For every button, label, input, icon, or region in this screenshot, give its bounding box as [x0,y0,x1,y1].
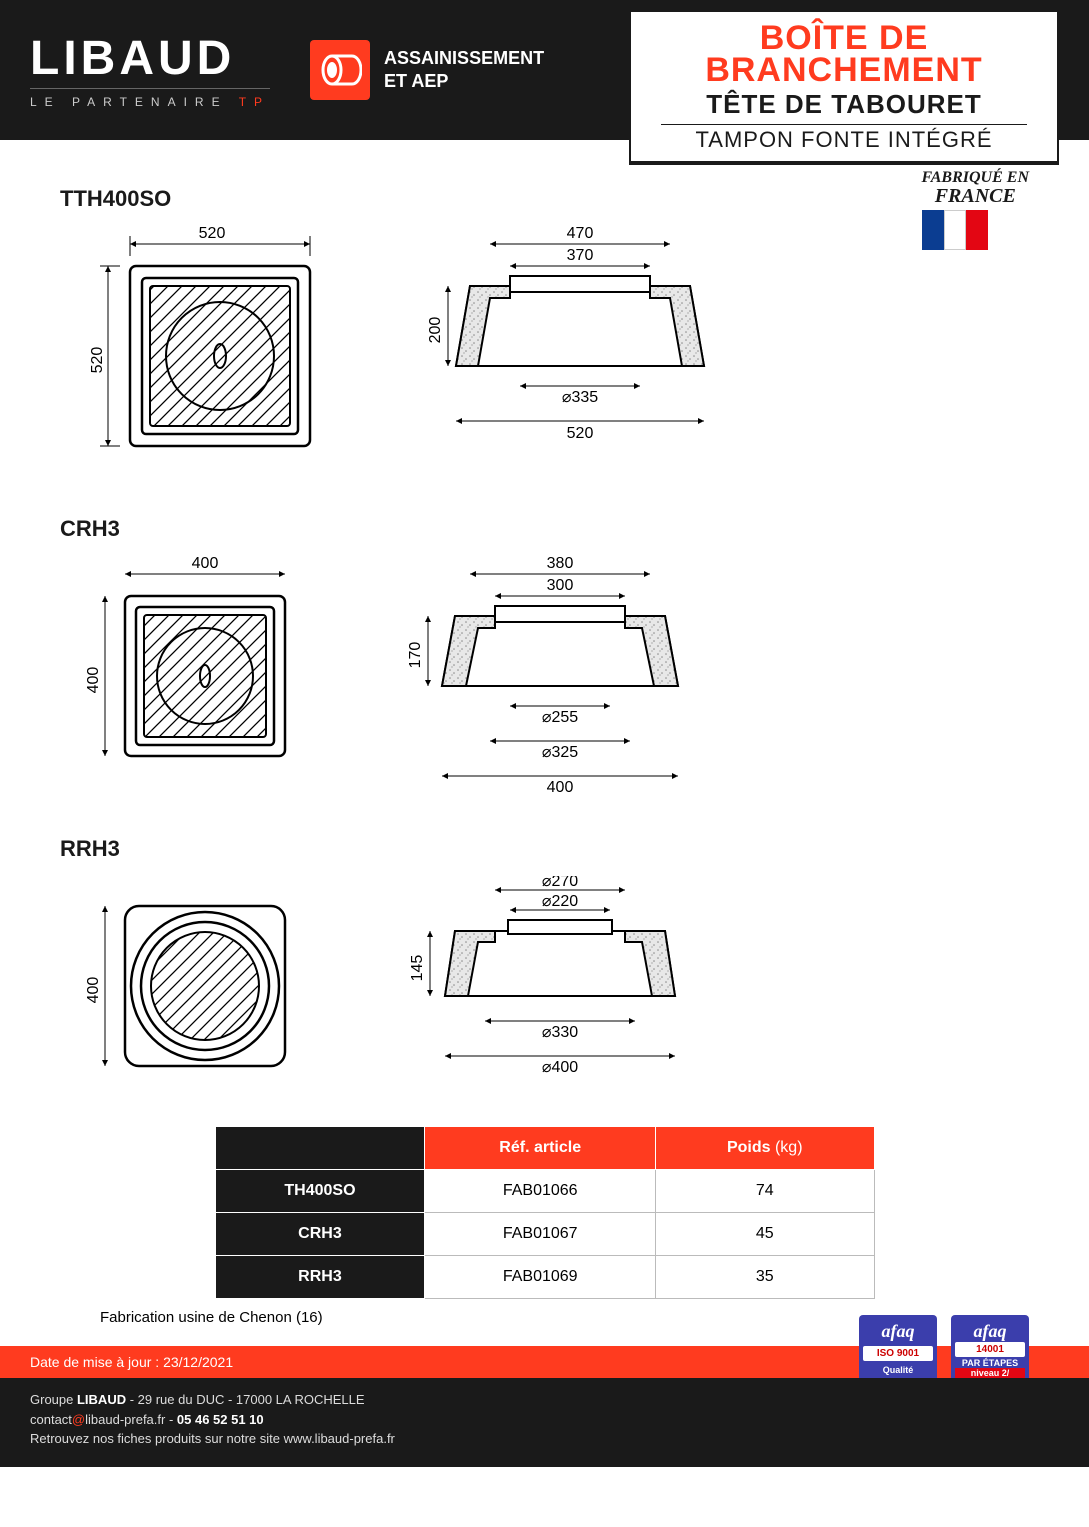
brand-logo: LIBAUD LE PARTENAIRE TP [30,31,270,109]
dim-label: 520 [199,226,226,242]
made-in-france-badge: FABRIQUÉ EN FRANCE [922,170,1029,250]
dim-label: ⌀330 [542,1024,578,1041]
col-ref: Réf. article [425,1127,656,1170]
spec-table: Réf. article Poids (kg) TH400SO FAB01066… [215,1126,875,1299]
dim-label: 170 [407,642,424,669]
row-weight: 74 [656,1170,875,1213]
dim-label: ⌀335 [562,389,598,406]
title-line3: TÊTE DE TABOURET [661,89,1027,120]
side-view-rrh3: ⌀270 ⌀220 145 ⌀330 ⌀400 [400,876,720,1096]
dim-label: ⌀270 [542,876,578,890]
row-ref: FAB01067 [425,1213,656,1256]
dim-label: 400 [85,977,102,1004]
category-label: ASSAINISSEMENT ET AEP [384,47,544,94]
row-ref: FAB01069 [425,1256,656,1299]
dim-label: ⌀220 [542,893,578,910]
dim-label: 520 [89,347,106,374]
header: LIBAUD LE PARTENAIRE TP ASSAINISSEMENT E… [0,0,1089,140]
product-code-tth400so: TTH400SO [60,186,1029,212]
dim-label: 300 [547,577,574,594]
table-row: TH400SO FAB01066 74 [215,1170,874,1213]
dim-label: 400 [192,556,219,572]
product-code-rrh3: RRH3 [60,836,1029,862]
pipe-icon [310,40,370,100]
dim-label: ⌀325 [542,744,578,761]
table-corner [215,1127,425,1170]
footer-contact: contact@libaud-prefa.fr - 05 46 52 51 10 [30,1410,1059,1430]
dim-label: 380 [547,556,574,572]
product-code-crh3: CRH3 [60,516,1029,542]
row-name: TH400SO [215,1170,425,1213]
col-weight: Poids (kg) [656,1127,875,1170]
side-view-tth400so: 470 370 200 ⌀335 520 [420,226,740,456]
diagram-row-rrh3: 400 ⌀270 ⌀220 145 ⌀330 ⌀400 [60,876,1029,1096]
dim-label: ⌀255 [542,709,578,726]
content: FABRIQUÉ EN FRANCE [0,140,1089,1346]
side-view-crh3: 380 300 170 ⌀255 ⌀325 400 [400,556,720,806]
france-flag-icon [922,210,1029,250]
brand-tagline: LE PARTENAIRE TP [30,88,270,109]
footer-site: Retrouvez nos fiches produits sur notre … [30,1429,1059,1449]
row-ref: FAB01066 [425,1170,656,1213]
brand-name: LIBAUD [30,31,270,86]
dim-label: 400 [547,779,574,796]
title-line1: BOÎTE DE BRANCHEMENT [661,22,1027,87]
dim-label: 200 [427,317,444,344]
diagram-row-tth400so: 520 520 470 370 200 [60,226,1029,486]
row-name: RRH3 [215,1256,425,1299]
dim-label: 400 [85,667,102,694]
dim-label: 520 [567,425,594,442]
footer: Groupe LIBAUD - 29 rue du DUC - 17000 LA… [0,1378,1089,1467]
diagram-row-crh3: 400 400 380 300 170 [60,556,1029,806]
dim-label: 145 [409,955,426,982]
category-block: ASSAINISSEMENT ET AEP [310,40,544,100]
table-row: CRH3 FAB01067 45 [215,1213,874,1256]
top-view-rrh3: 400 [60,876,320,1096]
dim-label: 370 [567,247,594,264]
dim-label: ⌀400 [542,1059,578,1076]
row-weight: 45 [656,1213,875,1256]
table-row: RRH3 FAB01069 35 [215,1256,874,1299]
row-name: CRH3 [215,1213,425,1256]
footer-address: Groupe LIBAUD - 29 rue du DUC - 17000 LA… [30,1390,1059,1410]
top-view-tth400so: 520 520 [60,226,340,486]
row-weight: 35 [656,1256,875,1299]
top-view-crh3: 400 400 [60,556,320,796]
dim-label: 470 [567,226,594,242]
